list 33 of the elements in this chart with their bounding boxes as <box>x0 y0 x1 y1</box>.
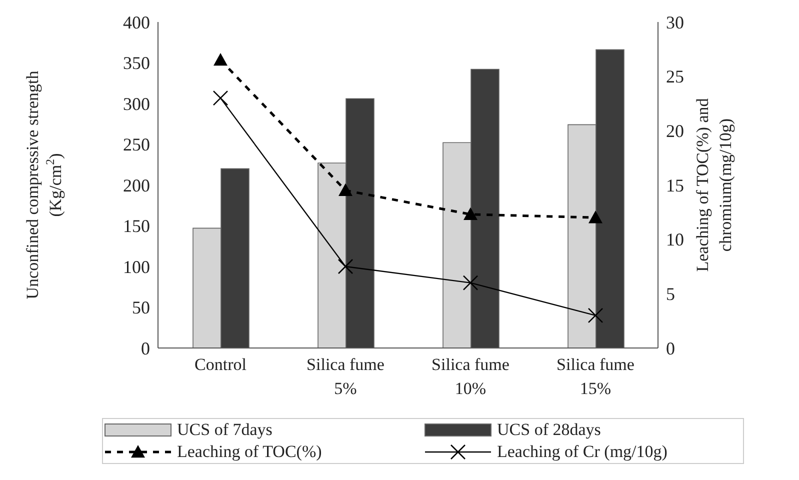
y2-tick-label: 20 <box>666 121 684 142</box>
y-tick-label: 50 <box>132 298 150 318</box>
y2-tick-label: 15 <box>666 175 684 196</box>
x-tick-label: Silica fume 10% <box>432 355 510 398</box>
y2-tick-label: 25 <box>666 66 684 87</box>
point <box>338 183 352 196</box>
point <box>338 258 354 274</box>
y-tick-label: 350 <box>123 53 150 74</box>
point <box>588 210 602 224</box>
y-tick-label: 300 <box>123 94 150 114</box>
y-tick-label: 400 <box>123 12 150 32</box>
y-tick-label: 100 <box>123 256 150 277</box>
legend-label: UCS of 7days <box>177 419 272 441</box>
x-tick-label: Silica fume 5% <box>306 355 384 398</box>
legend-label: UCS of 28days <box>497 419 601 441</box>
y2-tick-label: 5 <box>666 284 675 304</box>
point <box>462 275 478 290</box>
x-tick-label: Control <box>194 355 247 374</box>
y2-axis-title: Leaching of TOC(%) and chromium(mg/10g) <box>693 98 735 272</box>
point <box>588 308 604 324</box>
y2-tick-label: 10 <box>666 230 684 250</box>
point <box>214 53 228 66</box>
y-tick-label: 200 <box>123 175 150 196</box>
y2-tick-label: 0 <box>666 338 675 358</box>
legend-label: Leaching of Cr (mg/10g) <box>497 441 668 463</box>
point <box>212 90 228 106</box>
y-tick-label: 250 <box>123 134 150 155</box>
y2-tick-label: 30 <box>666 12 684 32</box>
legend-label: Leaching of TOC(%) <box>177 441 322 463</box>
point <box>464 207 478 220</box>
y-tick-label: 0 <box>141 338 150 358</box>
x-tick-label: Silica fume 15% <box>556 355 634 398</box>
y-tick-label: 150 <box>123 216 150 236</box>
